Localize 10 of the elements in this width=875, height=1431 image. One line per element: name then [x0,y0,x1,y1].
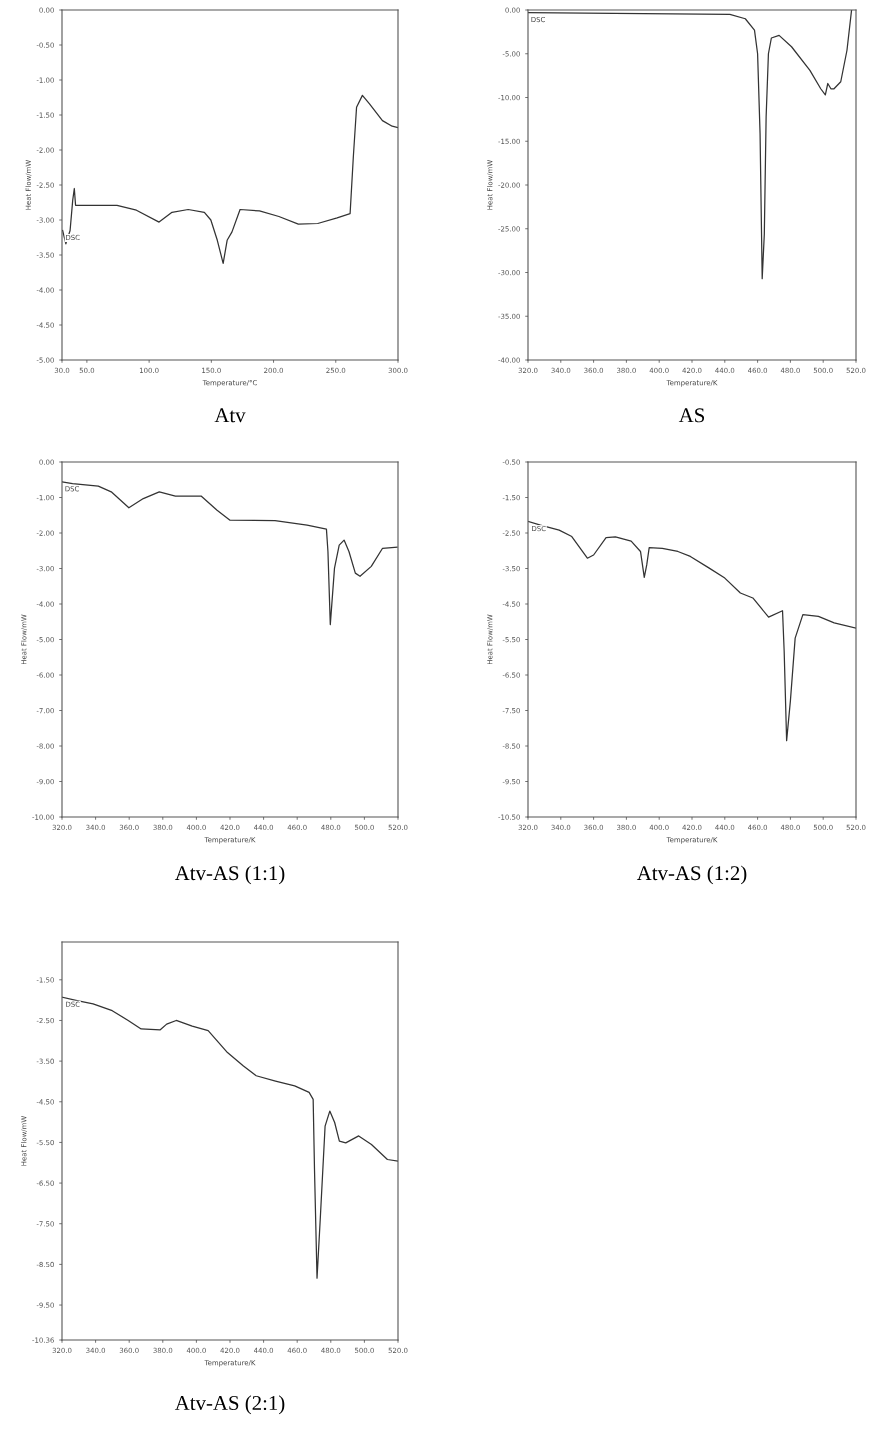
line-series [62,94,398,265]
line-series [528,10,853,280]
text: Atv-AS (1:1) [174,865,285,885]
text: AS [678,408,705,423]
line-series [62,481,398,626]
text: Atv-AS (2:1) [174,1395,285,1415]
text: Atv-AS (1:2) [636,865,747,885]
line-series [528,521,856,742]
text: Atv [214,408,246,423]
line-series [62,996,398,1279]
